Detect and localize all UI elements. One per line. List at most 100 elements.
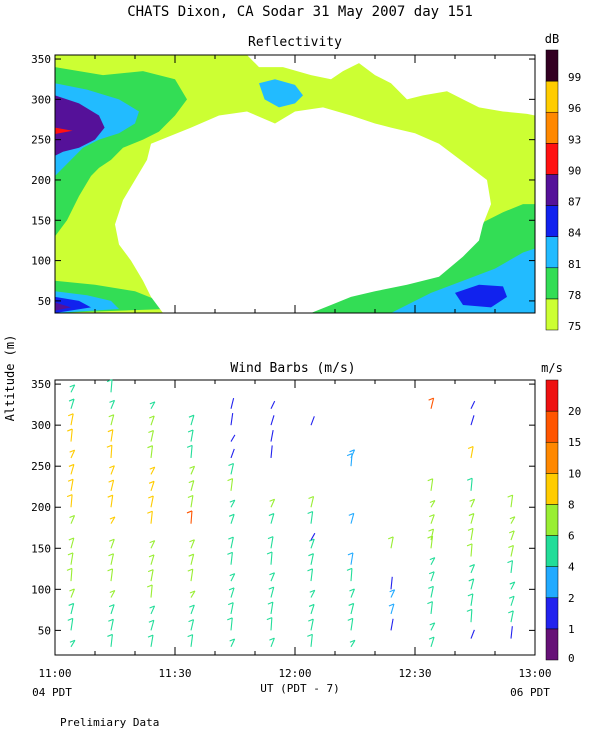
wind-barb-shaft (350, 603, 355, 615)
wind-barb (467, 445, 474, 459)
wind-barb-flag (349, 588, 355, 592)
wind-barb-shaft (190, 619, 195, 631)
wind-barb (509, 516, 516, 524)
wind-barb-shaft (190, 604, 195, 615)
y-tick-label: 50 (38, 295, 51, 308)
wind-barb-shaft (110, 414, 115, 426)
wind-barb (68, 602, 75, 615)
reflectivity-contour-87db (55, 302, 71, 311)
wind-barb-flag (108, 553, 114, 557)
wind-barb (69, 384, 76, 393)
wind-barb-flag (109, 516, 116, 520)
wind-barb-shaft (310, 538, 315, 549)
wind-barb-shaft (310, 511, 314, 524)
wind-barb-shaft (430, 557, 436, 565)
wind-barb (69, 449, 76, 459)
wind-barb-flag (229, 573, 235, 577)
wind-colorbar-tick-label: 2 (568, 592, 575, 605)
wind-barb-flag (109, 465, 115, 469)
wind-barb (149, 401, 156, 410)
wind-barb-shaft (470, 415, 475, 426)
x-tick-label: 11:30 (158, 667, 191, 680)
wind-barb-shaft (270, 536, 274, 549)
wind-barb-flag (269, 572, 275, 576)
wind-barb-shaft (430, 397, 435, 409)
wind-barb-shaft (230, 478, 234, 491)
wind-barb-shaft (150, 445, 154, 459)
wind-barb-shaft (70, 494, 73, 508)
wind-barb (228, 513, 235, 524)
wind-barb-flag (146, 584, 153, 588)
wind-colorbar-swatch (545, 535, 559, 567)
wind-barb-shaft (230, 617, 233, 631)
wind-barb-shaft (190, 569, 194, 582)
wind-barb-flag (188, 553, 194, 557)
wind-barb-shaft (470, 499, 476, 508)
wind-barb (428, 528, 435, 541)
wind-colorbar-tick-label: 15 (568, 436, 581, 449)
wind-barb-flag (109, 538, 115, 542)
wind-barb (187, 634, 194, 647)
wind-barb-flag (309, 589, 315, 593)
wind-barb-flag (309, 538, 315, 542)
wind-barb-shaft (310, 590, 316, 598)
wind-barb-flag (148, 495, 154, 499)
wind-barb (427, 601, 433, 615)
wind-barb (147, 569, 154, 582)
page-title: CHATS Dixon, CA Sodar 31 May 2007 day 15… (127, 4, 473, 20)
wind-barb-flag (187, 634, 193, 638)
wind-barb (149, 540, 156, 549)
wind-barb-flag (188, 414, 195, 418)
wind-barb (269, 498, 276, 508)
wind-barb (108, 414, 115, 426)
wind-barb-shaft (430, 601, 433, 615)
wind-barb (109, 589, 116, 598)
wind-barb-shaft (110, 590, 116, 598)
wind-barb-flag (107, 633, 113, 637)
wind-barb-shaft (150, 430, 154, 442)
wind-colorbar-tick-label: 20 (568, 405, 581, 418)
wind-colorbar-swatch (545, 410, 559, 443)
wind-barb-flag (268, 586, 274, 590)
wind-barb-shaft (110, 516, 116, 524)
wind-barb (187, 494, 194, 508)
wind-barb-flag (507, 494, 513, 498)
wind-barb (69, 514, 76, 524)
wind-barb-flag (148, 554, 155, 558)
wind-barb (109, 399, 115, 409)
wind-title: Wind Barbs (m/s) (230, 361, 355, 376)
wind-barb (69, 588, 75, 598)
wind-barb-flag (149, 466, 155, 470)
wind-barb-flag (69, 384, 75, 388)
wind-barb-shaft (230, 499, 236, 508)
wind-barb-flag (227, 617, 233, 621)
wind-barb-shaft (270, 513, 275, 524)
wind-barb (188, 480, 195, 491)
wind-barb (67, 478, 74, 491)
wind-barb-flag (268, 513, 275, 517)
wind-barb (228, 536, 234, 549)
wind-barb (228, 602, 234, 615)
wind-barb-flag (189, 465, 195, 469)
wind-barb-flag (349, 449, 355, 453)
wind-barb (469, 498, 476, 508)
wind-barb-shaft (150, 584, 153, 598)
reflectivity-contour-90db (55, 127, 73, 135)
wind-barb (148, 430, 154, 442)
wind-barb (467, 593, 474, 606)
wind-barb-shaft (230, 463, 235, 475)
wind-colorbar-swatch (545, 566, 559, 599)
wind-barb-flag (509, 530, 515, 534)
reflectivity-contour-84db (455, 284, 507, 308)
wind-barb-shaft (390, 618, 394, 631)
colorbar-tick-label: 96 (568, 102, 581, 115)
wind-barb (227, 551, 233, 565)
wind-barb-shaft (190, 634, 194, 647)
wind-barb-shaft (110, 445, 113, 459)
wind-barb-flag (269, 498, 275, 502)
wind-barb-shaft (150, 540, 156, 549)
y-tick-label: 250 (31, 460, 51, 473)
reflectivity-contour-84db (55, 296, 91, 313)
wind-barb-flag (308, 603, 315, 607)
